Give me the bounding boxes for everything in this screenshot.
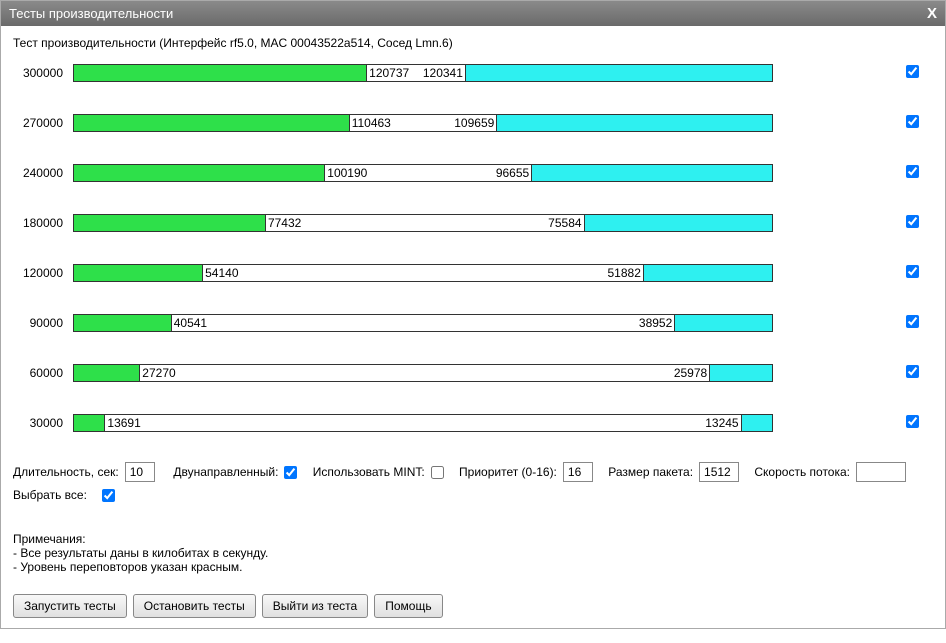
rate-input[interactable]	[856, 462, 906, 482]
bar-gap	[172, 315, 675, 331]
titlebar: Тесты производительности X	[1, 1, 945, 26]
row-label: 180000	[13, 216, 73, 230]
bar-cyan	[741, 415, 772, 431]
chart-rows: 300000 120737 120341 270000 110463 109659 2400…	[13, 64, 933, 432]
bar-cyan	[709, 365, 772, 381]
bar-container: 54140 51882	[73, 264, 773, 282]
bar-container: 120737 120341	[73, 64, 773, 82]
value-green: 77432	[268, 216, 301, 230]
bar-green	[74, 165, 325, 181]
row-checkbox[interactable]	[906, 115, 919, 128]
selectall-label: Выбрать все:	[13, 488, 87, 502]
bar-cyan	[496, 115, 772, 131]
value-cyan: 96655	[496, 166, 529, 180]
value-cyan: 25978	[674, 366, 707, 380]
stop-button[interactable]: Остановить тесты	[133, 594, 256, 618]
bar-container: 27270 25978	[73, 364, 773, 382]
row-label: 300000	[13, 66, 73, 80]
row-label: 240000	[13, 166, 73, 180]
value-green: 40541	[174, 316, 207, 330]
bar-container: 100190 96655	[73, 164, 773, 182]
row-label: 270000	[13, 116, 73, 130]
row-checkbox[interactable]	[906, 265, 919, 278]
run-button[interactable]: Запустить тесты	[13, 594, 127, 618]
value-green: 13691	[107, 416, 140, 430]
prio-input[interactable]	[563, 462, 593, 482]
bidir-checkbox[interactable]	[284, 466, 297, 479]
notes: Примечания: - Все результаты даны в кило…	[13, 532, 933, 574]
packet-input[interactable]	[699, 462, 739, 482]
bar-cyan	[674, 315, 772, 331]
row-checkbox[interactable]	[906, 365, 919, 378]
value-green: 27270	[142, 366, 175, 380]
bidir-label: Двунаправленный:	[173, 465, 278, 479]
row-label: 120000	[13, 266, 73, 280]
chart-row: 300000 120737 120341	[13, 64, 933, 82]
notes-title: Примечания:	[13, 532, 933, 546]
bar-gap	[105, 415, 740, 431]
bar-green	[74, 415, 105, 431]
close-icon[interactable]: X	[927, 5, 937, 22]
packet-label: Размер пакета:	[608, 465, 693, 479]
value-cyan: 120341	[423, 66, 463, 80]
bar-green	[74, 215, 266, 231]
mint-label: Использовать MINT:	[313, 465, 425, 479]
subtitle: Тест производительности (Интерфейс rf5.0…	[13, 36, 933, 50]
value-green: 110463	[352, 116, 391, 130]
value-cyan: 109659	[454, 116, 494, 130]
bar-cyan	[643, 265, 772, 281]
bar-green	[74, 365, 140, 381]
value-cyan: 75584	[548, 216, 581, 230]
row-checkbox[interactable]	[906, 215, 919, 228]
bar-gap	[266, 215, 584, 231]
value-green: 54140	[205, 266, 238, 280]
bar-green	[74, 315, 172, 331]
row-checkbox[interactable]	[906, 165, 919, 178]
value-cyan: 13245	[705, 416, 738, 430]
mint-checkbox[interactable]	[431, 466, 444, 479]
chart-row: 240000 100190 96655	[13, 164, 933, 182]
chart-row: 270000 110463 109659	[13, 114, 933, 132]
bar-container: 77432 75584	[73, 214, 773, 232]
prio-label: Приоритет (0-16):	[459, 465, 557, 479]
chart-row: 180000 77432 75584	[13, 214, 933, 232]
chart-row: 30000 13691 13245	[13, 414, 933, 432]
value-cyan: 38952	[639, 316, 672, 330]
value-green: 100190	[327, 166, 367, 180]
bar-green	[74, 115, 350, 131]
bar-cyan	[584, 215, 772, 231]
exit-button[interactable]: Выйти из теста	[262, 594, 368, 618]
chart-row: 90000 40541 38952	[13, 314, 933, 332]
row-label: 90000	[13, 316, 73, 330]
bar-cyan	[465, 65, 772, 81]
row-checkbox[interactable]	[906, 415, 919, 428]
bar-cyan	[531, 165, 772, 181]
chart-row: 120000 54140 51882	[13, 264, 933, 282]
selectall-checkbox[interactable]	[102, 489, 115, 502]
row-label: 60000	[13, 366, 73, 380]
bar-gap	[203, 265, 643, 281]
row-label: 30000	[13, 416, 73, 430]
bar-container: 110463 109659	[73, 114, 773, 132]
window-title: Тесты производительности	[9, 6, 173, 21]
controls-bar: Длительность, сек: Двунаправленный: Испо…	[13, 462, 933, 502]
bar-green	[74, 65, 367, 81]
bar-container: 13691 13245	[73, 414, 773, 432]
value-cyan: 51882	[608, 266, 641, 280]
row-checkbox[interactable]	[906, 65, 919, 78]
row-checkbox[interactable]	[906, 315, 919, 328]
help-button[interactable]: Помощь	[374, 594, 442, 618]
notes-line1: - Все результаты даны в килобитах в секу…	[13, 546, 933, 560]
bar-container: 40541 38952	[73, 314, 773, 332]
rate-label: Скорость потока:	[754, 465, 850, 479]
bar-gap	[140, 365, 709, 381]
value-green: 120737	[369, 66, 409, 80]
notes-line2: - Уровень переповторов указан красным.	[13, 560, 933, 574]
bar-green	[74, 265, 203, 281]
button-row: Запустить тесты Остановить тесты Выйти и…	[13, 594, 933, 618]
duration-label: Длительность, сек:	[13, 465, 119, 479]
duration-input[interactable]	[125, 462, 155, 482]
chart-row: 60000 27270 25978	[13, 364, 933, 382]
